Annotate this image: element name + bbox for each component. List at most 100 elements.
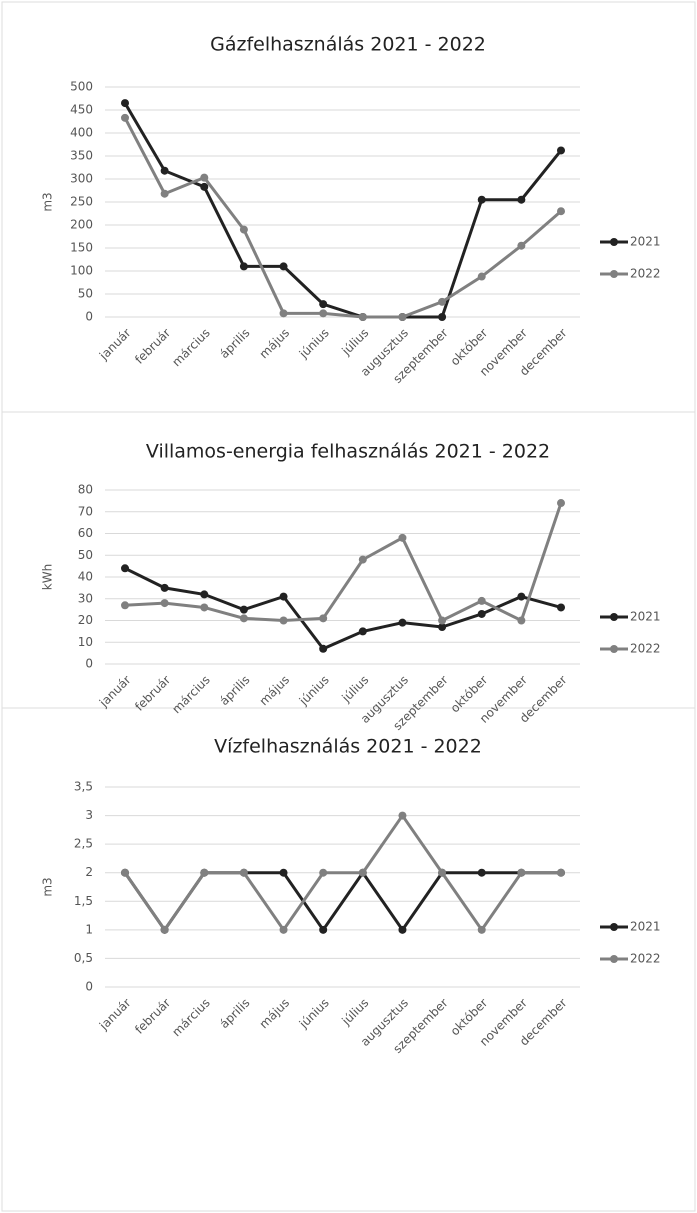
- x-tick-label: február: [132, 326, 173, 367]
- point: [398, 925, 407, 934]
- point: [477, 272, 486, 281]
- legend-marker: [610, 923, 618, 931]
- point: [200, 590, 209, 599]
- y-tick-label: 10: [78, 635, 93, 649]
- point: [358, 868, 367, 877]
- point: [319, 614, 328, 623]
- y-tick-label: 80: [78, 483, 93, 497]
- point: [279, 309, 288, 318]
- point: [517, 616, 526, 625]
- y-tick-label: 500: [70, 80, 93, 94]
- point: [160, 599, 169, 608]
- x-tick-label: január: [96, 326, 134, 364]
- point: [239, 614, 248, 623]
- x-tick-label: május: [257, 326, 293, 362]
- x-tick-label: április: [217, 996, 252, 1031]
- chart-title: Gázfelhasználás 2021 - 2022: [210, 34, 486, 56]
- legend-label: 2021: [630, 235, 661, 249]
- series-line: [123, 117, 562, 319]
- x-tick-label: április: [217, 673, 252, 708]
- y-tick-label: 100: [70, 264, 93, 278]
- x-tick-label: június: [296, 326, 332, 362]
- x-tick-label: május: [257, 996, 293, 1032]
- y-tick-label: 0: [85, 310, 93, 324]
- y-tick-label: 20: [78, 613, 93, 627]
- y-tick-label: 3,5: [74, 780, 93, 794]
- y-tick-label: 60: [78, 526, 93, 540]
- panel: [1, 707, 696, 1212]
- x-tick-label: március: [169, 996, 212, 1039]
- x-tick-label: március: [169, 326, 212, 369]
- y-tick-label: 0,5: [74, 951, 93, 965]
- y-axis-label: m3: [41, 192, 55, 211]
- point: [319, 300, 328, 309]
- legend-marker: [610, 238, 618, 246]
- point: [517, 195, 526, 204]
- y-tick-label: 150: [70, 241, 93, 255]
- legend-label: 2021: [630, 610, 661, 624]
- y-tick-label: 50: [78, 548, 93, 562]
- point: [517, 592, 526, 601]
- point: [358, 313, 367, 321]
- y-tick-label: 2,5: [74, 837, 93, 851]
- y-tick-label: 3: [85, 808, 93, 822]
- x-tick-label: március: [169, 673, 212, 716]
- point: [517, 241, 526, 250]
- x-tick-label: április: [217, 326, 252, 361]
- point: [200, 603, 209, 612]
- x-tick-label: február: [132, 996, 173, 1037]
- y-tick-label: 50: [78, 287, 93, 301]
- series-line: [123, 812, 561, 933]
- point: [160, 583, 169, 592]
- point: [438, 623, 447, 632]
- point: [557, 146, 565, 155]
- y-tick-label: 200: [70, 218, 93, 232]
- point: [398, 313, 407, 321]
- point: [160, 925, 169, 934]
- legend-label: 2021: [630, 920, 661, 934]
- point: [438, 616, 447, 625]
- point: [358, 555, 367, 564]
- chart-title: Villamos-energia felhasználás 2021 - 202…: [146, 441, 550, 463]
- point: [398, 618, 407, 627]
- point: [279, 925, 288, 934]
- point: [121, 564, 129, 573]
- legend-label: 2022: [630, 642, 661, 656]
- y-tick-label: 350: [70, 149, 93, 163]
- x-tick-label: június: [296, 996, 332, 1032]
- y-tick-label: 1,5: [74, 894, 93, 908]
- point: [398, 811, 407, 820]
- x-tick-label: január: [96, 996, 134, 1034]
- point: [319, 868, 328, 877]
- y-tick-label: 40: [78, 570, 93, 584]
- y-tick-label: 400: [70, 126, 93, 140]
- point: [477, 596, 486, 605]
- point: [477, 868, 486, 877]
- series-line: [123, 102, 563, 319]
- series-line: [124, 566, 562, 651]
- point: [239, 225, 248, 234]
- point: [239, 605, 248, 614]
- point: [517, 868, 526, 877]
- y-tick-label: 300: [70, 172, 93, 186]
- y-tick-label: 250: [70, 195, 93, 209]
- x-tick-label: július: [339, 326, 372, 359]
- point: [398, 533, 407, 542]
- legend-marker: [610, 613, 618, 621]
- legend-marker: [610, 955, 618, 963]
- point: [200, 868, 209, 877]
- y-axis-label: m3: [41, 877, 55, 896]
- x-tick-label: május: [257, 673, 293, 709]
- y-axis-label: kWh: [41, 564, 55, 590]
- point: [279, 616, 288, 625]
- point: [279, 592, 288, 601]
- y-tick-label: 70: [78, 504, 93, 518]
- x-tick-label: július: [339, 673, 372, 706]
- point: [239, 262, 248, 271]
- point: [557, 207, 565, 216]
- point: [358, 627, 367, 636]
- point: [557, 499, 565, 508]
- point: [279, 262, 288, 271]
- point: [319, 925, 328, 934]
